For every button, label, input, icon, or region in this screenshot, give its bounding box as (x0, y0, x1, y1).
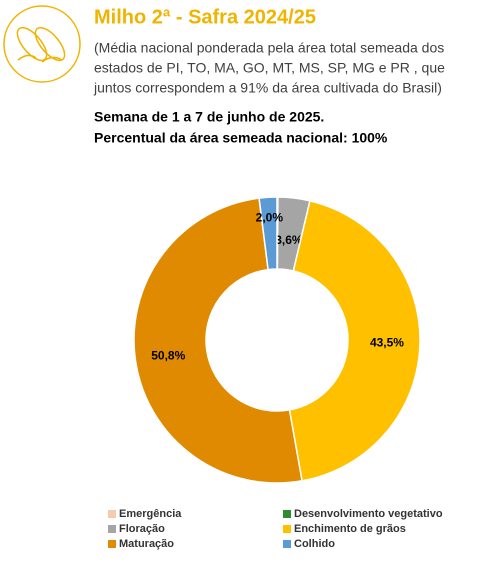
legend-marker (283, 540, 291, 548)
legend-marker (108, 525, 116, 533)
legend-label: Colhido (294, 538, 335, 550)
subtitle: juntos correspondem a 91% da área cultiv… (93, 80, 442, 96)
legend-marker (283, 510, 291, 518)
legend-label: Floração (119, 523, 165, 535)
legend-label: Emergência (119, 508, 182, 520)
data-label: 43,5% (370, 335, 404, 349)
subtitle: (Média nacional ponderada pela área tota… (94, 40, 444, 56)
slice (133, 197, 303, 484)
slice (288, 199, 421, 482)
chart-title: Milho 2ª - Safra 2024/25 (94, 6, 316, 28)
corn-icon (3, 5, 81, 83)
slice (258, 196, 278, 271)
data-label: 3,6% (275, 233, 303, 247)
data-label: 2,0% (256, 210, 284, 224)
area-note: Percentual da área semeada nacional: 100… (94, 130, 388, 146)
subtitle: estados de PI, TO, MA, GO, MT, MS, SP, M… (94, 60, 445, 76)
legend-label: Maturação (119, 538, 174, 550)
legend-marker (108, 510, 116, 518)
legend-label: Enchimento de grãos (294, 523, 406, 535)
legend-marker (283, 525, 291, 533)
legend-label: Desenvolvimento vegetativo (294, 508, 443, 520)
data-label: 50,8% (151, 349, 185, 363)
week: Semana de 1 a 7 de junho de 2025. (94, 109, 324, 125)
legend-marker (108, 540, 116, 548)
